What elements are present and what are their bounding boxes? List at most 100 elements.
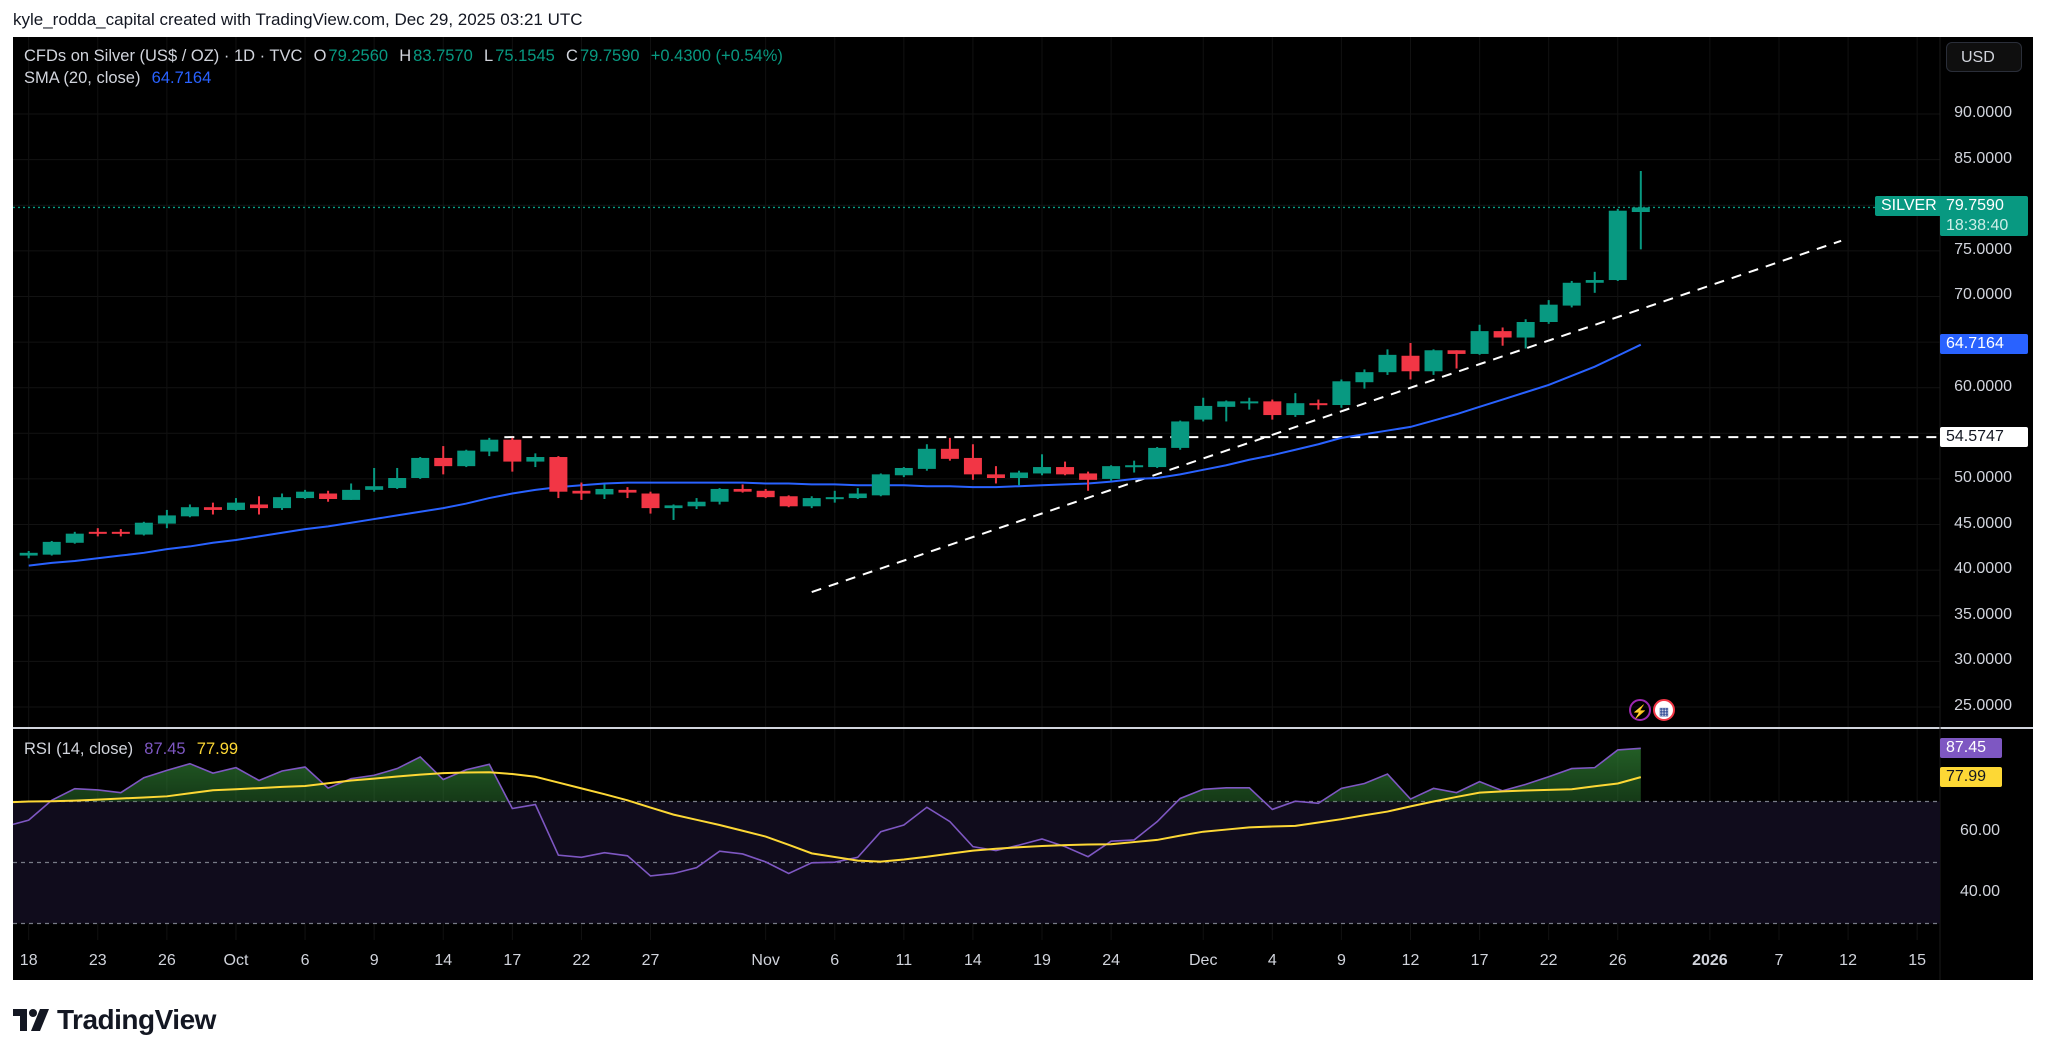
candle-body (457, 450, 476, 467)
symbol-legend[interactable]: CFDs on Silver (US$ / OZ) · 1D · TVC O 79… (24, 47, 785, 66)
candle (1148, 446, 1167, 468)
time-axis-label: 6 (830, 952, 840, 969)
logo-text: TradingView (57, 1004, 216, 1035)
time-axis-label: 9 (1336, 952, 1346, 969)
us-flag-event-icon[interactable]: ▦ (1653, 699, 1675, 721)
candle-body (963, 457, 982, 475)
candle-body (273, 497, 292, 509)
time-axis-label: Nov (751, 952, 780, 969)
candle (825, 490, 844, 503)
price-axis-label: 25.0000 (1954, 696, 2012, 714)
candle (1447, 350, 1466, 369)
symbol-title: CFDs on Silver (US$ / OZ) · 1D · TVC (24, 47, 303, 65)
candle-body (388, 478, 407, 489)
time-axis-label: 17 (503, 952, 522, 969)
lightning-event-icon[interactable]: ⚡ (1629, 699, 1651, 721)
candle (1194, 397, 1213, 422)
candle-body (111, 531, 130, 534)
candle-body (1631, 207, 1650, 213)
candle-body (1608, 210, 1627, 281)
rsi-axis-label: 60.00 (1959, 822, 2000, 839)
candle-body (848, 493, 867, 499)
time-axis-label: 22 (572, 952, 591, 969)
low-label: L (484, 47, 494, 65)
candle (1009, 470, 1028, 486)
candle-body (687, 501, 706, 507)
hline-price-tag: 54.5747 (1940, 427, 2028, 447)
candle-body (19, 552, 38, 556)
close-label: C (566, 47, 578, 65)
candle-body (1125, 465, 1144, 468)
candle (273, 493, 292, 510)
candle (1125, 460, 1144, 473)
time-axis-label: 26 (1608, 952, 1627, 969)
price-axis-label: 30.0000 (1954, 651, 2012, 669)
candle-body (1378, 354, 1397, 373)
candle (1516, 319, 1535, 349)
candle (134, 521, 153, 536)
candle-body (1171, 421, 1190, 448)
candle-body (1033, 467, 1052, 474)
candle-body (871, 474, 890, 496)
main-pane (13, 170, 1940, 593)
candle (342, 483, 361, 500)
sma-legend[interactable]: SMA (20, close) 64.7164 (24, 69, 213, 88)
candle-body (480, 439, 499, 452)
rsi-legend[interactable]: RSI (14, close) 87.45 77.99 (24, 740, 240, 759)
candle-body (1148, 447, 1167, 468)
candle-body (733, 488, 752, 492)
time-axis-label: 14 (964, 952, 982, 969)
high-value: 83.7570 (413, 47, 473, 65)
candle-body (1102, 466, 1121, 479)
candle-body (1493, 331, 1512, 338)
candle (157, 509, 176, 529)
candle-body (779, 496, 798, 507)
time-axis-label: 11 (895, 952, 913, 969)
candle (1332, 379, 1351, 408)
candle-body (1470, 331, 1489, 354)
candle (963, 444, 982, 480)
sma-price-tag: 64.7164 (1940, 334, 2028, 354)
high-label: H (399, 47, 412, 65)
candle-body (526, 457, 545, 462)
rsi-ma-line (12, 771, 1642, 863)
candle (42, 540, 61, 556)
candle-body (1217, 401, 1236, 407)
time-axis-label: Oct (223, 952, 249, 969)
rsi-label: RSI (14, close) (24, 740, 134, 758)
candle-body (319, 493, 338, 499)
candle (871, 473, 890, 497)
currency-button[interactable]: USD (1946, 42, 2022, 72)
candle-body (65, 533, 84, 543)
candle (388, 467, 407, 489)
candle-body (1194, 405, 1213, 420)
candle (65, 531, 84, 544)
candle-body (1585, 280, 1604, 283)
trendline (811, 239, 1842, 593)
price-axis-label: 90.0000 (1954, 104, 2012, 121)
candle (1171, 420, 1190, 450)
price-axis-label: 70.0000 (1954, 286, 2012, 304)
candle (365, 467, 384, 492)
candle (1378, 349, 1397, 375)
candle (618, 487, 637, 499)
candle (756, 488, 775, 499)
candle (1056, 461, 1075, 476)
candle (1263, 399, 1282, 420)
candle (1240, 397, 1259, 410)
time-axis-label: 27 (641, 952, 660, 969)
candle-body (986, 474, 1005, 479)
price-axis-label: 35.0000 (1954, 605, 2012, 623)
candle (250, 496, 268, 515)
time-axis-label: 19 (1033, 952, 1051, 969)
time-axis-label: 17 (1470, 952, 1489, 969)
time-axis-label: 12 (1839, 952, 1857, 969)
candle (1470, 324, 1489, 355)
candle-body (250, 504, 268, 509)
candle-body (296, 491, 315, 499)
candle-body (1056, 467, 1075, 475)
candle-body (411, 457, 430, 479)
candle-body (88, 531, 107, 534)
candle-body (1447, 350, 1466, 354)
